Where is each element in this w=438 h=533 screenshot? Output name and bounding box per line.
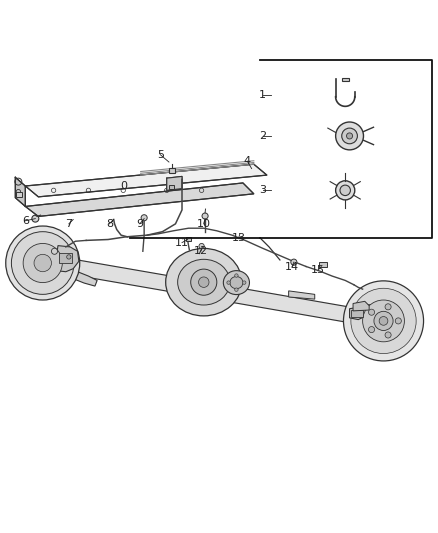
Circle shape — [385, 332, 391, 338]
Bar — [59, 254, 72, 263]
Text: 10: 10 — [197, 219, 211, 229]
Circle shape — [342, 128, 357, 144]
Circle shape — [198, 277, 209, 287]
Bar — [342, 78, 349, 81]
Bar — [169, 168, 176, 173]
Polygon shape — [73, 271, 97, 286]
Circle shape — [191, 269, 217, 295]
Bar — [319, 262, 327, 268]
Text: 7: 7 — [65, 219, 72, 229]
Circle shape — [336, 122, 364, 150]
Text: 12: 12 — [194, 246, 208, 256]
Circle shape — [32, 215, 39, 222]
Ellipse shape — [166, 248, 242, 316]
Text: 8: 8 — [106, 219, 113, 229]
Polygon shape — [25, 183, 254, 216]
Polygon shape — [56, 246, 79, 272]
Ellipse shape — [178, 260, 230, 305]
Circle shape — [363, 300, 404, 342]
Ellipse shape — [223, 271, 250, 295]
Polygon shape — [173, 271, 234, 294]
Polygon shape — [15, 177, 25, 206]
Circle shape — [235, 274, 238, 277]
Circle shape — [379, 317, 388, 325]
Text: 2: 2 — [259, 131, 266, 141]
Polygon shape — [350, 306, 367, 320]
Circle shape — [67, 255, 71, 259]
Polygon shape — [45, 254, 385, 329]
Circle shape — [368, 309, 374, 315]
Text: 4: 4 — [244, 156, 251, 166]
Polygon shape — [25, 164, 267, 197]
Polygon shape — [167, 176, 182, 190]
Text: 11: 11 — [175, 238, 189, 247]
Circle shape — [336, 181, 355, 200]
Text: 5: 5 — [157, 150, 164, 160]
Circle shape — [385, 304, 391, 310]
Text: 14: 14 — [285, 262, 299, 271]
Circle shape — [34, 254, 51, 272]
Text: 9: 9 — [136, 219, 143, 229]
Polygon shape — [353, 301, 369, 311]
Polygon shape — [289, 291, 315, 299]
Circle shape — [291, 259, 297, 265]
Circle shape — [395, 318, 401, 324]
Bar — [351, 310, 363, 317]
Circle shape — [202, 213, 208, 219]
Circle shape — [227, 281, 230, 284]
Circle shape — [346, 133, 353, 139]
Circle shape — [374, 311, 393, 330]
Bar — [16, 192, 22, 197]
Text: 0: 0 — [120, 181, 127, 191]
Circle shape — [51, 248, 57, 254]
Circle shape — [11, 232, 74, 294]
Circle shape — [340, 185, 350, 196]
Circle shape — [199, 244, 204, 249]
Text: 3: 3 — [259, 185, 266, 195]
Bar — [169, 184, 174, 189]
Circle shape — [23, 244, 62, 282]
Text: 15: 15 — [311, 265, 325, 275]
Bar — [186, 237, 191, 241]
Circle shape — [351, 288, 416, 353]
Polygon shape — [367, 305, 380, 317]
Circle shape — [368, 327, 374, 333]
Ellipse shape — [230, 277, 243, 289]
Circle shape — [243, 281, 246, 284]
Text: 1: 1 — [259, 90, 266, 100]
Circle shape — [6, 226, 80, 300]
Text: 6: 6 — [22, 216, 29, 226]
Circle shape — [235, 288, 238, 292]
Circle shape — [343, 281, 424, 361]
Circle shape — [141, 215, 147, 221]
Text: 13: 13 — [232, 233, 246, 243]
